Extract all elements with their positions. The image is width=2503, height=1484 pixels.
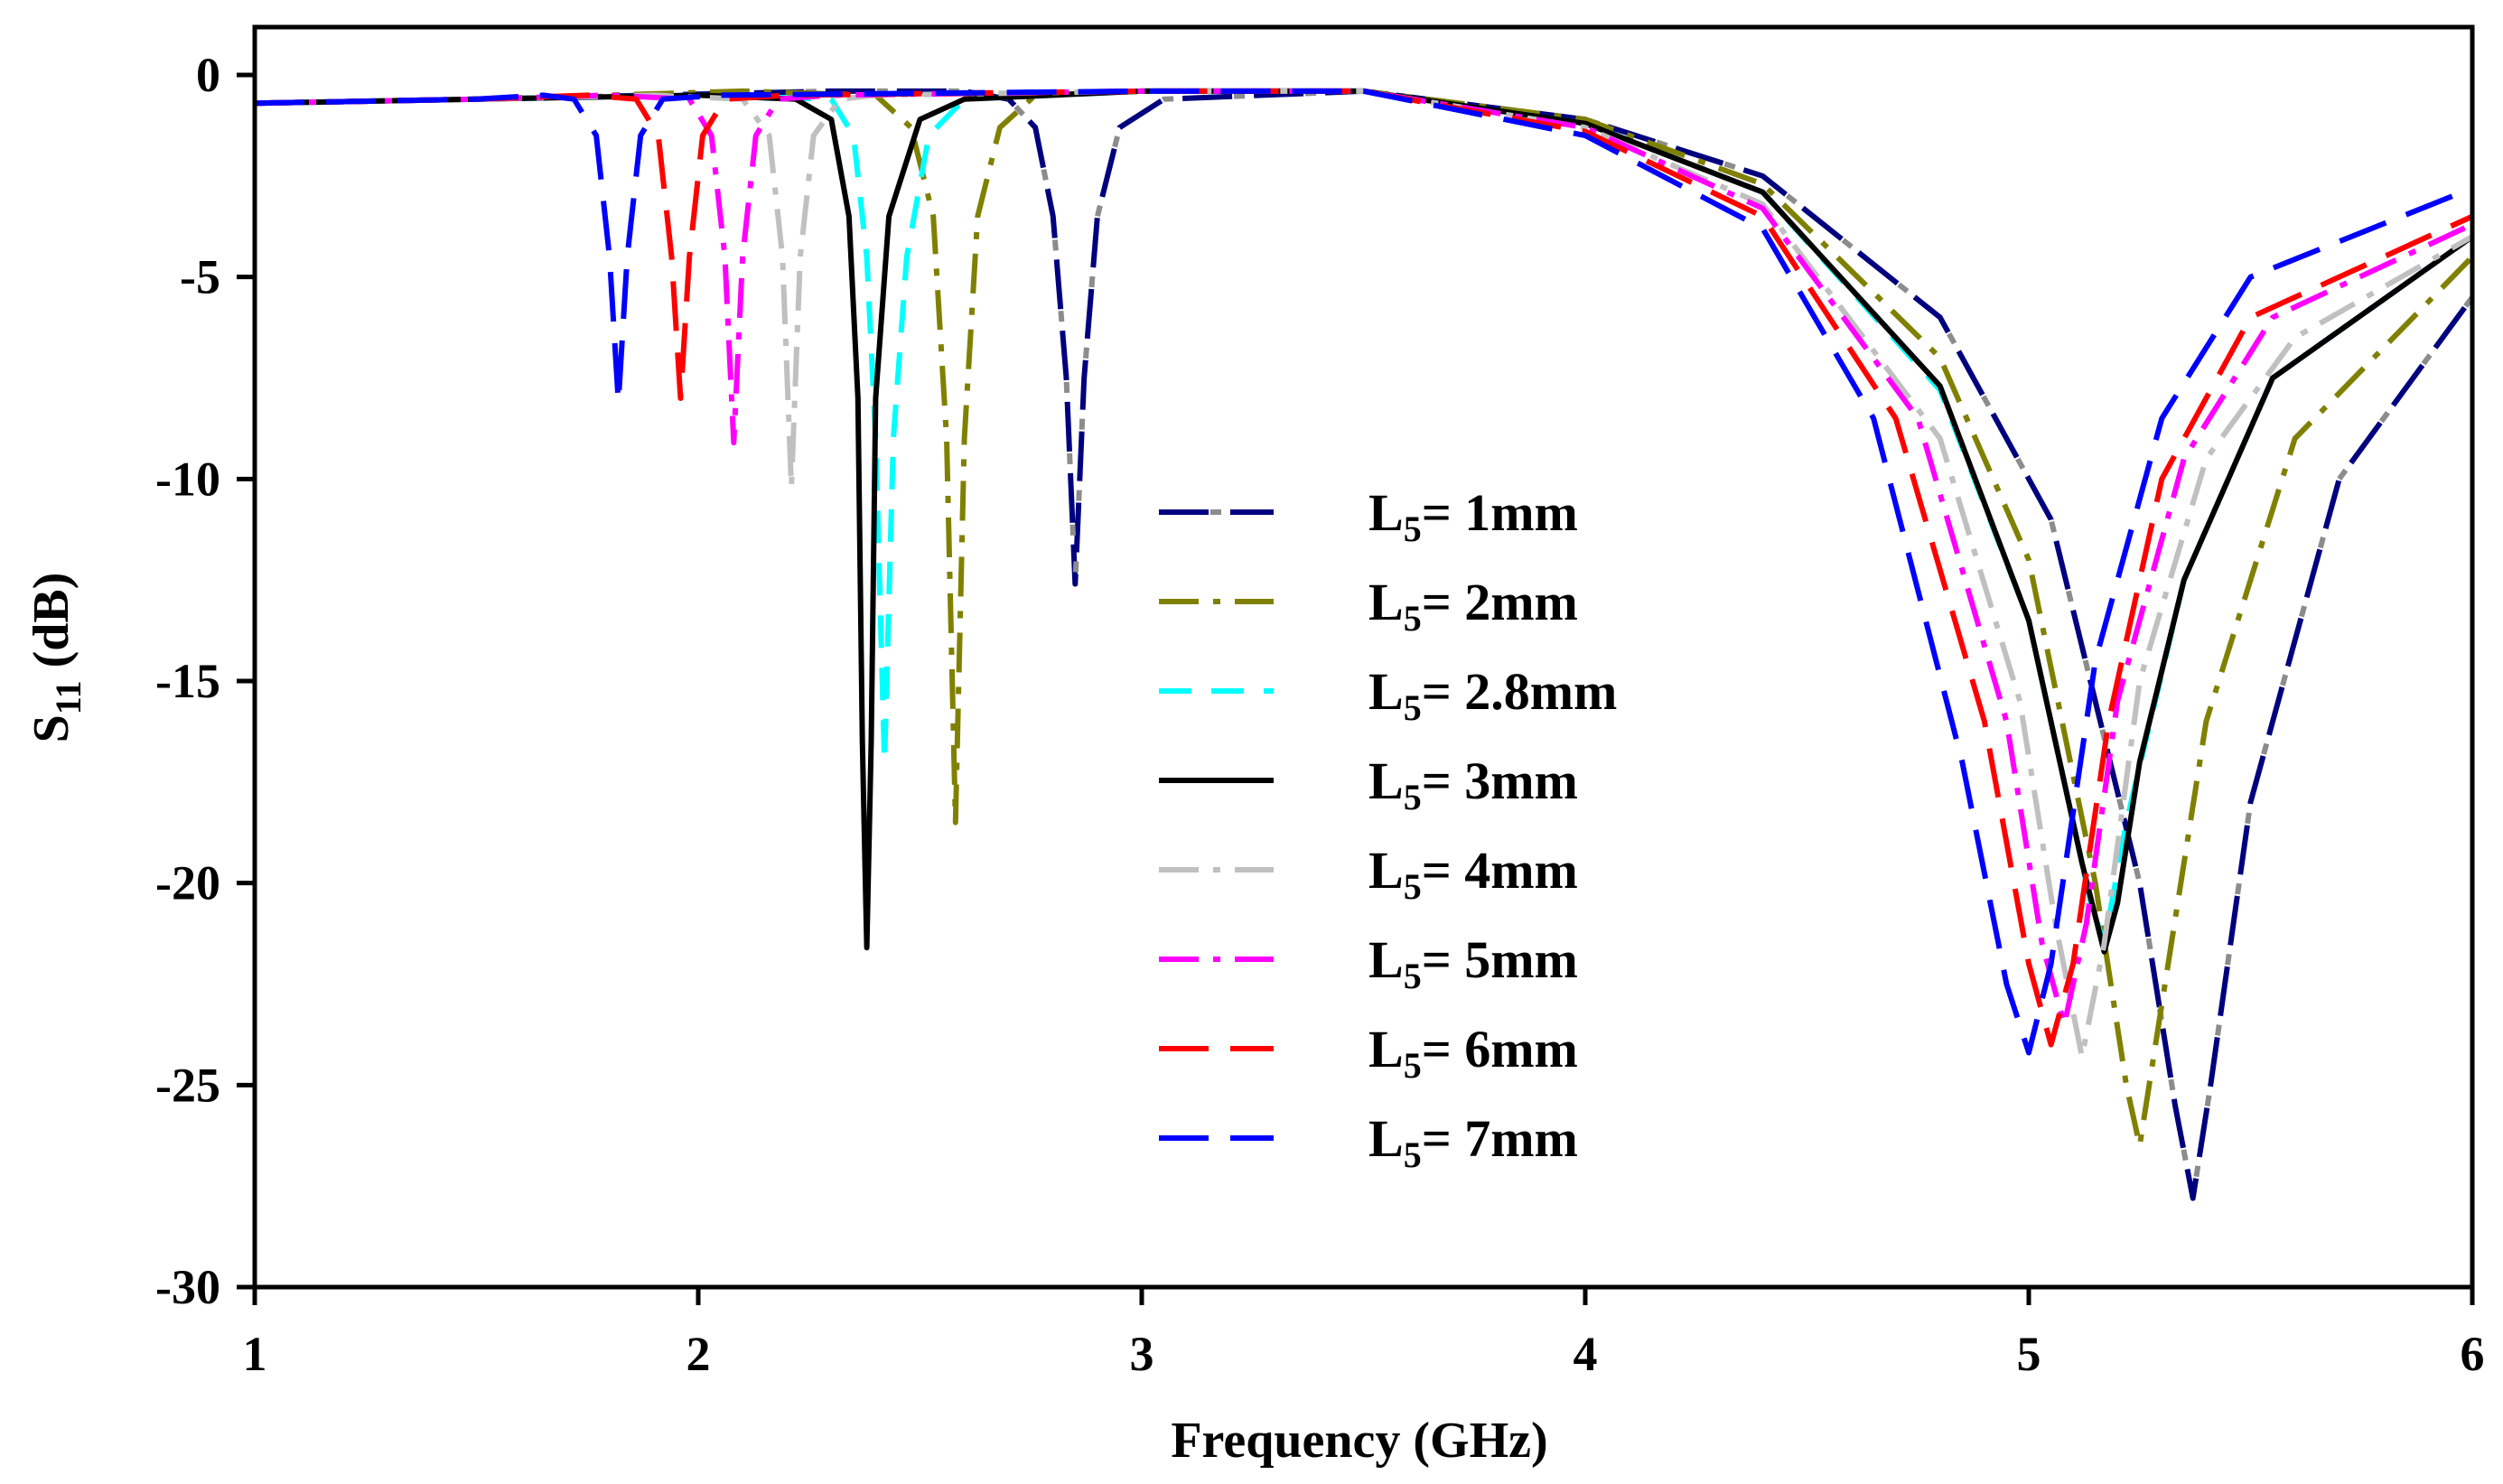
series-line-l5-7mm <box>254 88 2474 1056</box>
legend-label: L5= 2.8mm <box>1368 662 1617 728</box>
x-tick-label: 4 <box>1574 1327 1598 1381</box>
y-tick-label: -10 <box>155 452 220 506</box>
series-line-l5-1mm-accent <box>254 88 2475 1199</box>
x-tick-label: 3 <box>1130 1327 1154 1381</box>
x-tick-label: 5 <box>2017 1327 2041 1381</box>
axis-ticks: 1 2 3 4 5 6 0 -5 -10 -15 -20 -25 -30 <box>155 48 2484 1381</box>
legend-label: L5= 2mm <box>1368 573 1578 639</box>
legend-label: L5= 7mm <box>1368 1109 1578 1175</box>
legend-label: L5= 3mm <box>1368 751 1578 817</box>
plot-frame <box>252 24 2475 1290</box>
series-lines <box>254 88 2475 1201</box>
y-axis-title: S11 (dB) <box>23 573 89 743</box>
y-tick-label: -20 <box>155 856 220 910</box>
legend-label: L5= 5mm <box>1368 930 1578 996</box>
y-tick-label: -30 <box>155 1260 220 1314</box>
y-tick-label: -15 <box>155 654 220 708</box>
y-axis-title-unit: (dB) <box>23 573 79 681</box>
y-axis-title-main: S <box>23 714 79 742</box>
legend-label: L5= 1mm <box>1368 483 1578 549</box>
legend-label: L5= 6mm <box>1368 1020 1578 1086</box>
x-tick-label: 1 <box>243 1327 267 1381</box>
legend-label: L5= 4mm <box>1368 841 1578 907</box>
x-tick-label: 6 <box>2461 1327 2485 1381</box>
x-axis-title: Frequency (GHz) <box>1171 1413 1547 1469</box>
y-tick-label: -5 <box>180 250 220 304</box>
y-tick-label: -25 <box>155 1058 220 1112</box>
y-axis-title-sub: 11 <box>48 680 89 714</box>
x-tick-label: 2 <box>686 1327 711 1381</box>
legend: L5= 1mm L5= 2mm L5= 2.8mm L5= 3mm L5= 4mm L5=… <box>1159 483 1617 1175</box>
series-line-l5-3mm <box>254 88 2474 955</box>
y-tick-label: 0 <box>196 48 220 102</box>
